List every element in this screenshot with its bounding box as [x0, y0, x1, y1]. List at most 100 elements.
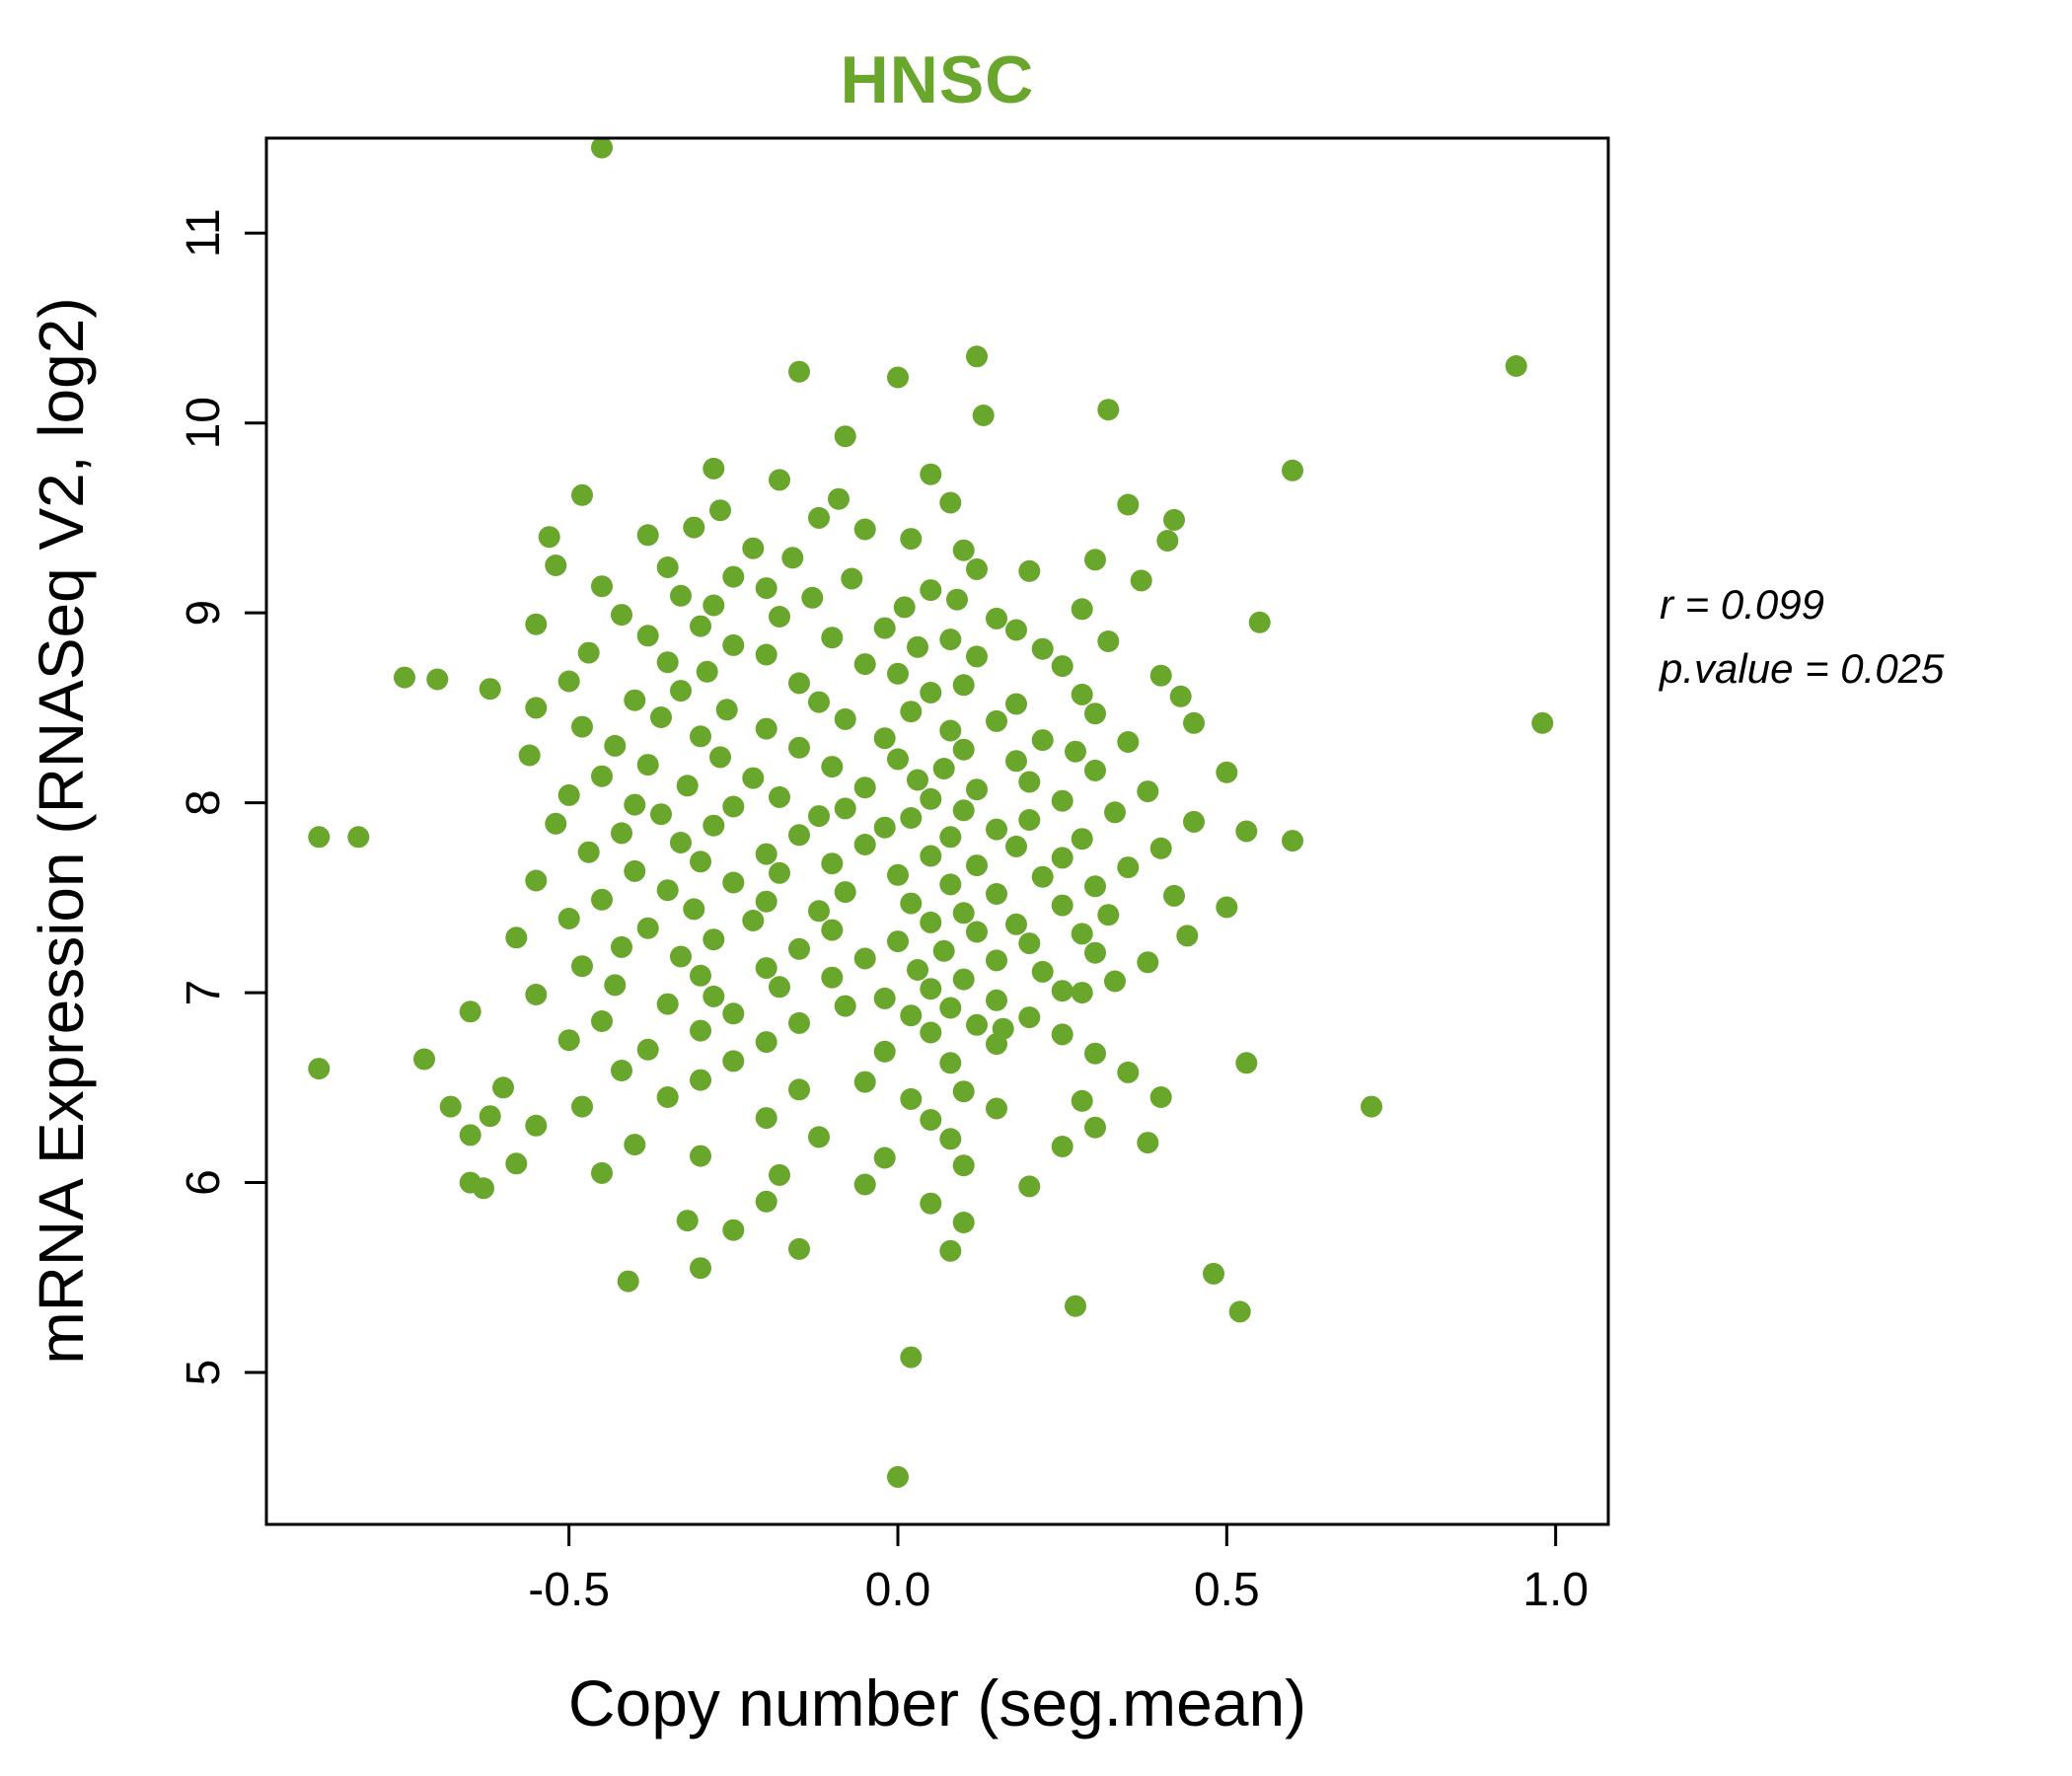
data-point	[722, 1002, 745, 1025]
data-point	[308, 1058, 331, 1080]
data-point	[525, 1114, 548, 1137]
data-point	[769, 861, 790, 884]
data-point	[611, 935, 632, 958]
data-point	[841, 567, 863, 590]
y-tick-label: 11	[178, 208, 230, 258]
data-point	[656, 556, 679, 578]
data-point	[887, 930, 909, 953]
data-point	[853, 518, 876, 541]
data-point	[571, 1095, 593, 1118]
data-point	[439, 1095, 462, 1118]
data-point	[538, 526, 560, 549]
data-point	[920, 845, 942, 867]
data-point	[769, 469, 790, 491]
data-point	[755, 1107, 777, 1130]
data-point	[900, 1004, 923, 1027]
data-point	[873, 1147, 896, 1169]
data-point	[1051, 789, 1073, 812]
data-point	[308, 826, 331, 849]
data-point	[624, 793, 646, 816]
data-point	[1051, 1023, 1073, 1046]
y-tick-label: 9	[178, 600, 230, 627]
data-point	[1071, 598, 1093, 621]
data-point	[709, 499, 731, 522]
data-point	[900, 701, 923, 723]
data-point	[670, 680, 692, 703]
data-point	[755, 957, 777, 980]
data-point	[1248, 611, 1271, 633]
data-point	[808, 805, 830, 828]
data-point	[755, 843, 777, 865]
data-point	[636, 754, 659, 777]
data-point	[1031, 729, 1054, 752]
data-point	[525, 613, 548, 635]
data-point	[1065, 740, 1086, 763]
data-point	[939, 719, 962, 742]
data-point	[670, 584, 692, 607]
data-point	[690, 851, 711, 873]
data-point	[624, 689, 646, 711]
data-point	[683, 898, 705, 921]
data-point	[887, 366, 909, 389]
data-point	[696, 660, 718, 683]
data-point	[636, 524, 659, 547]
data-point	[459, 1000, 481, 1023]
data-point	[932, 939, 955, 962]
data-point	[1084, 941, 1106, 964]
data-point	[952, 1080, 975, 1103]
data-point	[853, 1173, 876, 1196]
x-tick-label: 0.0	[865, 1564, 931, 1616]
data-point	[1117, 731, 1140, 753]
data-point	[966, 921, 988, 943]
data-point	[624, 1134, 646, 1156]
data-point	[656, 1086, 679, 1108]
data-point	[703, 928, 725, 951]
data-point	[1282, 830, 1303, 852]
data-point	[887, 662, 909, 685]
data-point	[939, 997, 962, 1019]
data-point	[873, 987, 896, 1009]
data-point	[715, 699, 738, 721]
x-tick-label: 1.0	[1522, 1564, 1589, 1616]
data-point	[1137, 951, 1159, 974]
data-point	[755, 717, 777, 740]
data-point	[808, 1126, 830, 1148]
data-point	[690, 1145, 711, 1167]
data-point	[1097, 904, 1120, 926]
r-value-text: r = 0.099	[1660, 581, 1824, 628]
data-point	[492, 1076, 514, 1099]
data-point	[821, 919, 844, 941]
data-point	[591, 136, 613, 159]
data-point	[571, 955, 593, 978]
data-point	[769, 976, 790, 999]
data-point	[788, 1078, 810, 1101]
data-point	[1183, 810, 1205, 833]
data-point	[690, 615, 711, 637]
data-point	[518, 744, 541, 767]
data-point	[611, 604, 632, 627]
data-point	[920, 1021, 942, 1044]
data-point	[742, 910, 765, 931]
data-point	[1051, 894, 1073, 917]
data-point	[952, 674, 975, 697]
data-point	[887, 748, 909, 771]
data-point	[986, 607, 1007, 629]
data-point	[656, 993, 679, 1015]
data-point	[986, 1033, 1007, 1056]
data-point	[920, 911, 942, 933]
data-point	[690, 1069, 711, 1091]
data-point	[952, 1154, 975, 1177]
data-point	[900, 1346, 923, 1369]
data-point	[1018, 932, 1041, 955]
data-point	[966, 1013, 988, 1036]
data-point	[545, 812, 567, 835]
y-axis-title: mRNA Expression (RNASeq V2, log2)	[26, 297, 97, 1365]
data-point	[853, 834, 876, 855]
data-point	[709, 746, 731, 769]
data-point	[1051, 847, 1073, 869]
data-point	[1071, 683, 1093, 705]
y-tick-label: 5	[178, 1360, 230, 1386]
data-point	[722, 633, 745, 656]
data-point	[722, 565, 745, 588]
data-point	[952, 799, 975, 822]
